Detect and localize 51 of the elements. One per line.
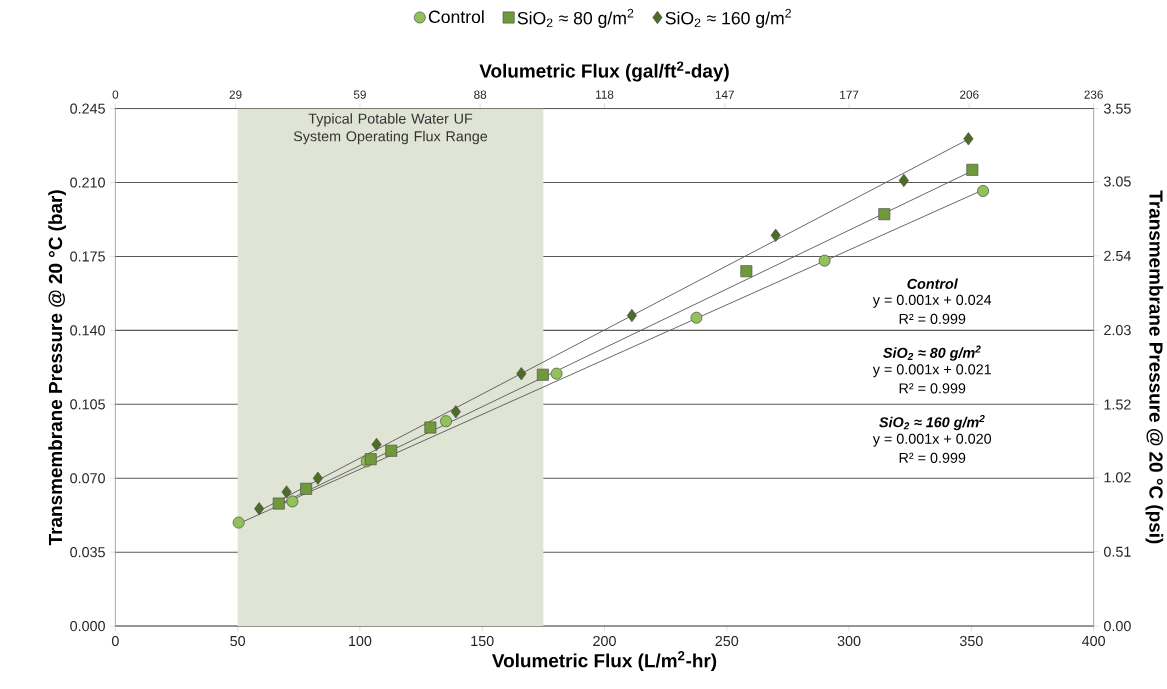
annotation: y = 0.001x + 0.020 — [872, 433, 992, 447]
annotation: SiO$_{2}$ ≈ 80 g/m$^{2}$ — [883, 345, 981, 361]
x-tick-label: 300 — [837, 636, 861, 647]
x2-tick-label: 236 — [1084, 90, 1103, 99]
y-tick-label: 0.035 — [70, 547, 105, 558]
x-tick-label: 0 — [111, 636, 119, 647]
legend-label: SiO$_{2}$ ≈ 160 g/m$^{2}$ — [665, 8, 791, 29]
y2-tick-label: 0.51 — [1104, 546, 1131, 557]
annotation: SiO$_{2}$ ≈ 160 g/m$^{2}$ — [879, 415, 985, 431]
x-tick-label: 100 — [349, 636, 372, 647]
y-tick-label: 0.070 — [70, 473, 105, 484]
x2-tick-label: 59 — [353, 90, 366, 99]
x-tick-label: 200 — [593, 636, 616, 647]
y2-tick-label: 3.55 — [1104, 103, 1131, 114]
x2-tick-label: 0 — [112, 90, 119, 99]
x2-tick-label: 206 — [960, 90, 979, 99]
x2-axis-title: Volumetric Flux (gal/ft$^{2}$-day) — [479, 61, 729, 82]
y-tick-label: 0.105 — [70, 399, 105, 410]
y2-tick-label: 1.02 — [1104, 472, 1131, 483]
y-tick-label: 0.000 — [70, 621, 105, 632]
y-tick-label: 0.210 — [70, 177, 105, 188]
x-tick-label: 250 — [715, 636, 739, 647]
y2-tick-label: 1.52 — [1104, 399, 1131, 410]
band-label: Typical Potable Water UF System Operating Flux Range — [293, 113, 488, 145]
y2-tick-label: 3.05 — [1104, 176, 1131, 187]
legend-label: Control — [428, 10, 484, 24]
x2-tick-label: 88 — [474, 90, 487, 99]
annotation: y = 0.001x + 0.024 — [872, 294, 992, 308]
annotation: Control — [907, 278, 958, 290]
y-tick-label: 0.175 — [70, 251, 105, 262]
x2-tick-label: 29 — [229, 90, 242, 99]
y-axis-title: Transmembrane Pressure @ 20 °C (bar) — [48, 190, 66, 546]
x-tick-label: 150 — [471, 636, 494, 647]
y2-tick-label: 2.54 — [1104, 250, 1131, 262]
annotation: R² = 0.999 — [899, 452, 966, 464]
x-tick-label: 350 — [959, 636, 983, 647]
legend-label: SiO$_{2}$ ≈ 80 g/m$^{2}$ — [517, 8, 634, 29]
y2-axis-title: Transmembrane Pressure @ 20 °C (psi) — [1145, 190, 1164, 544]
x2-tick-label: 177 — [840, 90, 859, 99]
annotation: y = 0.001x + 0.021 — [872, 364, 991, 378]
x-axis-title: Volumetric Flux (L/m$^{2}$-hr) — [492, 651, 717, 672]
y-tick-label: 0.140 — [70, 325, 105, 336]
x2-tick-label: 147 — [715, 90, 734, 99]
y2-tick-label: 2.03 — [1104, 325, 1131, 336]
annotation: R² = 0.999 — [899, 313, 966, 325]
x-tick-label: 50 — [230, 636, 246, 647]
x2-tick-label: 118 — [596, 90, 614, 99]
x-tick-label: 400 — [1081, 636, 1106, 647]
annotation: R² = 0.999 — [899, 383, 966, 394]
y2-tick-label: 0.00 — [1104, 621, 1131, 632]
y-tick-label: 0.245 — [70, 103, 105, 114]
